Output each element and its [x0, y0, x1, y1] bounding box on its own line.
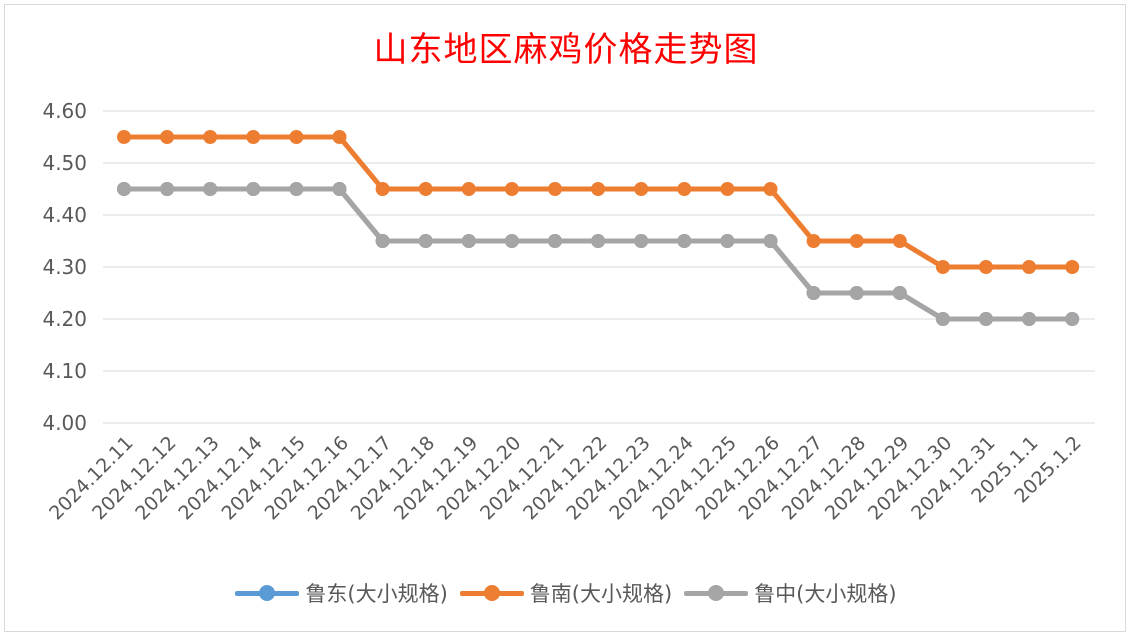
- data-point: [849, 234, 864, 248]
- data-point: [720, 234, 735, 248]
- data-point: [117, 182, 131, 196]
- data-point: [720, 182, 735, 196]
- data-point: [246, 182, 261, 196]
- data-point: [203, 130, 218, 144]
- data-point: [418, 182, 433, 196]
- y-tick-label: 4.50: [42, 151, 87, 175]
- y-axis-ticks: 4.00 4.10 4.20 4.30 4.40 4.50 4.60: [42, 99, 87, 435]
- data-point: [1065, 312, 1080, 326]
- data-point: [461, 182, 476, 196]
- data-point: [849, 286, 864, 300]
- legend-entry: 鲁东(大小规格): [235, 578, 448, 608]
- data-point: [160, 130, 175, 144]
- data-point: [979, 260, 993, 274]
- data-point: [1065, 260, 1080, 274]
- data-point: [591, 182, 606, 196]
- data-point: [375, 234, 390, 248]
- series-1: [117, 130, 1080, 274]
- series-0: [117, 182, 1080, 326]
- y-tick-label: 4.10: [42, 359, 87, 383]
- data-point: [935, 312, 950, 326]
- legend-label: 鲁南(大小规格): [529, 582, 673, 606]
- data-point: [677, 182, 692, 196]
- data-point: [289, 182, 304, 196]
- data-point: [892, 286, 907, 300]
- data-point: [979, 312, 993, 326]
- legend-entry: 鲁南(大小规格): [459, 578, 673, 608]
- data-point: [203, 182, 218, 196]
- y-tick-label: 4.60: [42, 99, 87, 123]
- series-group: [117, 130, 1080, 326]
- data-point: [375, 182, 390, 196]
- legend-label: 鲁中(大小规格): [754, 582, 897, 606]
- data-point: [935, 260, 950, 274]
- data-point: [504, 234, 519, 248]
- data-point: [892, 234, 907, 248]
- data-point: [634, 234, 649, 248]
- legend: 鲁东(大小规格) 鲁南(大小规格) 鲁中(大小规格): [0, 578, 1132, 608]
- y-tick-label: 4.30: [42, 255, 87, 279]
- data-point: [634, 182, 649, 196]
- series-2: [117, 182, 1080, 326]
- data-point: [418, 234, 433, 248]
- data-point: [332, 130, 347, 144]
- data-point: [160, 182, 175, 196]
- y-tick-label: 4.00: [42, 411, 87, 435]
- data-point: [1022, 312, 1037, 326]
- data-point: [1022, 260, 1037, 274]
- data-point: [806, 234, 821, 248]
- data-point: [246, 130, 261, 144]
- data-point: [763, 182, 778, 196]
- series-line: [121, 186, 1075, 322]
- data-point: [548, 234, 562, 248]
- data-point: [289, 130, 304, 144]
- legend-swatch: [235, 583, 300, 603]
- data-point: [117, 130, 131, 144]
- legend-swatch: [459, 583, 524, 603]
- y-tick-label: 4.20: [42, 307, 87, 331]
- data-point: [504, 182, 519, 196]
- chart-title: 山东地区麻鸡价格走势图: [373, 30, 759, 70]
- y-tick-label: 4.40: [42, 203, 87, 227]
- data-point: [461, 234, 476, 248]
- data-point: [763, 234, 778, 248]
- data-point: [806, 286, 821, 300]
- data-point: [548, 182, 562, 196]
- data-point: [677, 234, 692, 248]
- data-point: [332, 182, 347, 196]
- series-line: [121, 186, 1075, 322]
- legend-label: 鲁东(大小规格): [305, 582, 448, 606]
- legend-swatch: [684, 583, 749, 603]
- x-axis-ticks: 2024.12.112024.12.122024.12.132024.12.14…: [45, 432, 1086, 524]
- grid-lines: [103, 110, 1095, 424]
- legend-entry: 鲁中(大小规格): [684, 578, 897, 608]
- data-point: [591, 234, 606, 248]
